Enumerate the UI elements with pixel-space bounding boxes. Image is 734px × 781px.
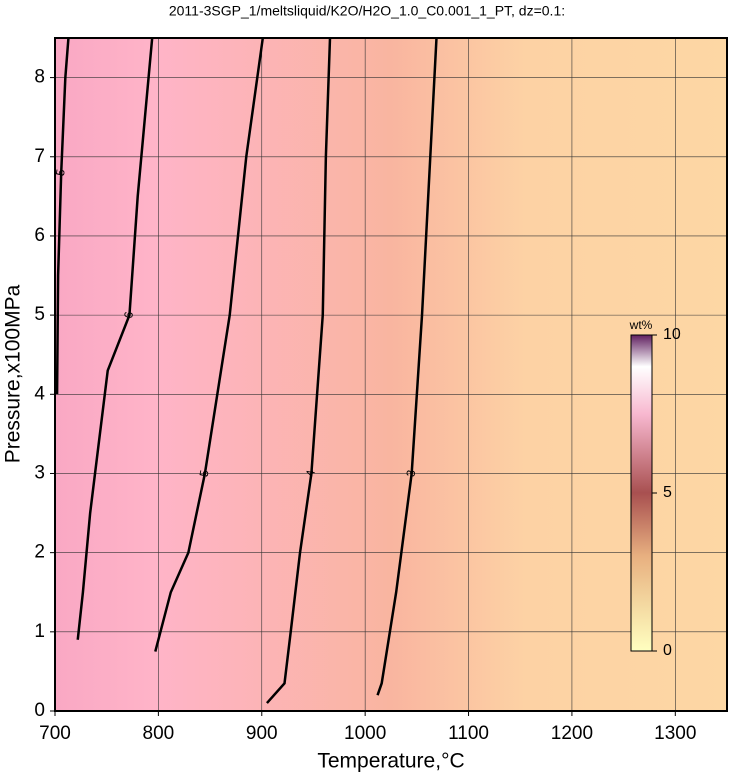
- colorbar-tick-label: 0: [663, 642, 672, 659]
- colorbar-tick-label: 5: [663, 484, 672, 501]
- chart-title: 2011-3SGP_1/meltsliquid/K2O/H2O_1.0_C0.0…: [169, 3, 565, 19]
- contour-line: [154, 37, 265, 652]
- colorbar-tick-label: 10: [663, 326, 681, 343]
- contour-label: 6: [121, 310, 136, 319]
- x-axis-label: Temperature,°C: [317, 750, 464, 773]
- contour-label: 5: [197, 469, 212, 478]
- y-tick-label: 8: [34, 67, 45, 88]
- contour-line: [266, 37, 332, 704]
- x-tick-label: 1200: [551, 723, 593, 744]
- x-tick-label: 900: [246, 723, 278, 744]
- y-tick-label: 2: [34, 542, 45, 563]
- x-tick-label: 1300: [654, 723, 696, 744]
- y-tick-label: 6: [34, 225, 45, 246]
- y-tick-label: 4: [34, 383, 45, 404]
- y-tick-label: 5: [34, 304, 45, 325]
- colorbar: [630, 334, 653, 652]
- x-tick-label: 700: [39, 723, 71, 744]
- plot-background: [55, 38, 727, 711]
- plot-frame: [54, 37, 728, 712]
- x-tick-label: 800: [143, 723, 175, 744]
- contour-label: 5: [53, 168, 68, 177]
- y-axis-label: Pressure,x100MPa: [2, 284, 25, 463]
- y-tick-label: 3: [34, 462, 45, 483]
- contour-label: 4: [303, 469, 318, 478]
- contour-line: [76, 37, 154, 640]
- y-tick-label: 7: [34, 146, 45, 167]
- contour-line: [376, 37, 438, 696]
- colorbar-label: wt%: [629, 318, 653, 332]
- y-tick-label: 0: [34, 700, 45, 721]
- contour-line: [55, 37, 70, 395]
- x-tick-label: 1100: [448, 723, 489, 744]
- y-tick-label: 1: [34, 621, 45, 642]
- x-tick-label: 1000: [344, 723, 386, 744]
- contour-label: 3: [403, 469, 418, 478]
